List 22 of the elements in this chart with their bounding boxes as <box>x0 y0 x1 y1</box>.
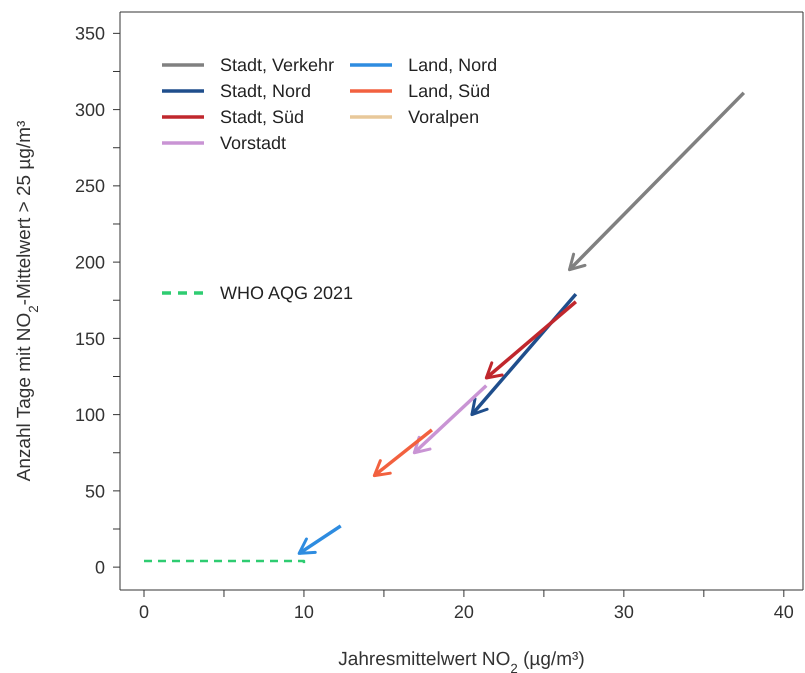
y-tick-label: 200 <box>74 252 105 272</box>
legend-label: Voralpen <box>408 106 480 128</box>
legend-label: Stadt, Verkehr <box>220 54 334 76</box>
x-axis-title: Jahresmittelwert NO$_{2}$ (µg/m³) <box>338 649 585 673</box>
y-tick-label: 150 <box>74 328 105 349</box>
legend-label: Stadt, Süd <box>220 106 304 128</box>
y-tick-label: 0 <box>94 558 105 578</box>
y-tick-label: 250 <box>74 176 105 196</box>
legend-label: Land, Süd <box>408 80 490 102</box>
y-tick-label: 350 <box>74 24 105 44</box>
legend-label: WHO AQG 2021 <box>220 282 354 304</box>
legend-label: Stadt, Nord <box>220 80 312 102</box>
y-tick-label: 300 <box>74 100 105 120</box>
x-tick-label: 40 <box>774 602 794 622</box>
y-tick-label: 50 <box>84 481 105 502</box>
legend-label: Land, Nord <box>408 54 498 76</box>
x-tick-label: 30 <box>614 602 634 622</box>
x-tick-label: 0 <box>138 602 149 622</box>
legend-label: Vorstadt <box>220 132 286 154</box>
x-tick-label: 20 <box>454 602 474 622</box>
x-tick-label: 10 <box>294 602 314 622</box>
y-tick-label: 100 <box>74 405 105 426</box>
